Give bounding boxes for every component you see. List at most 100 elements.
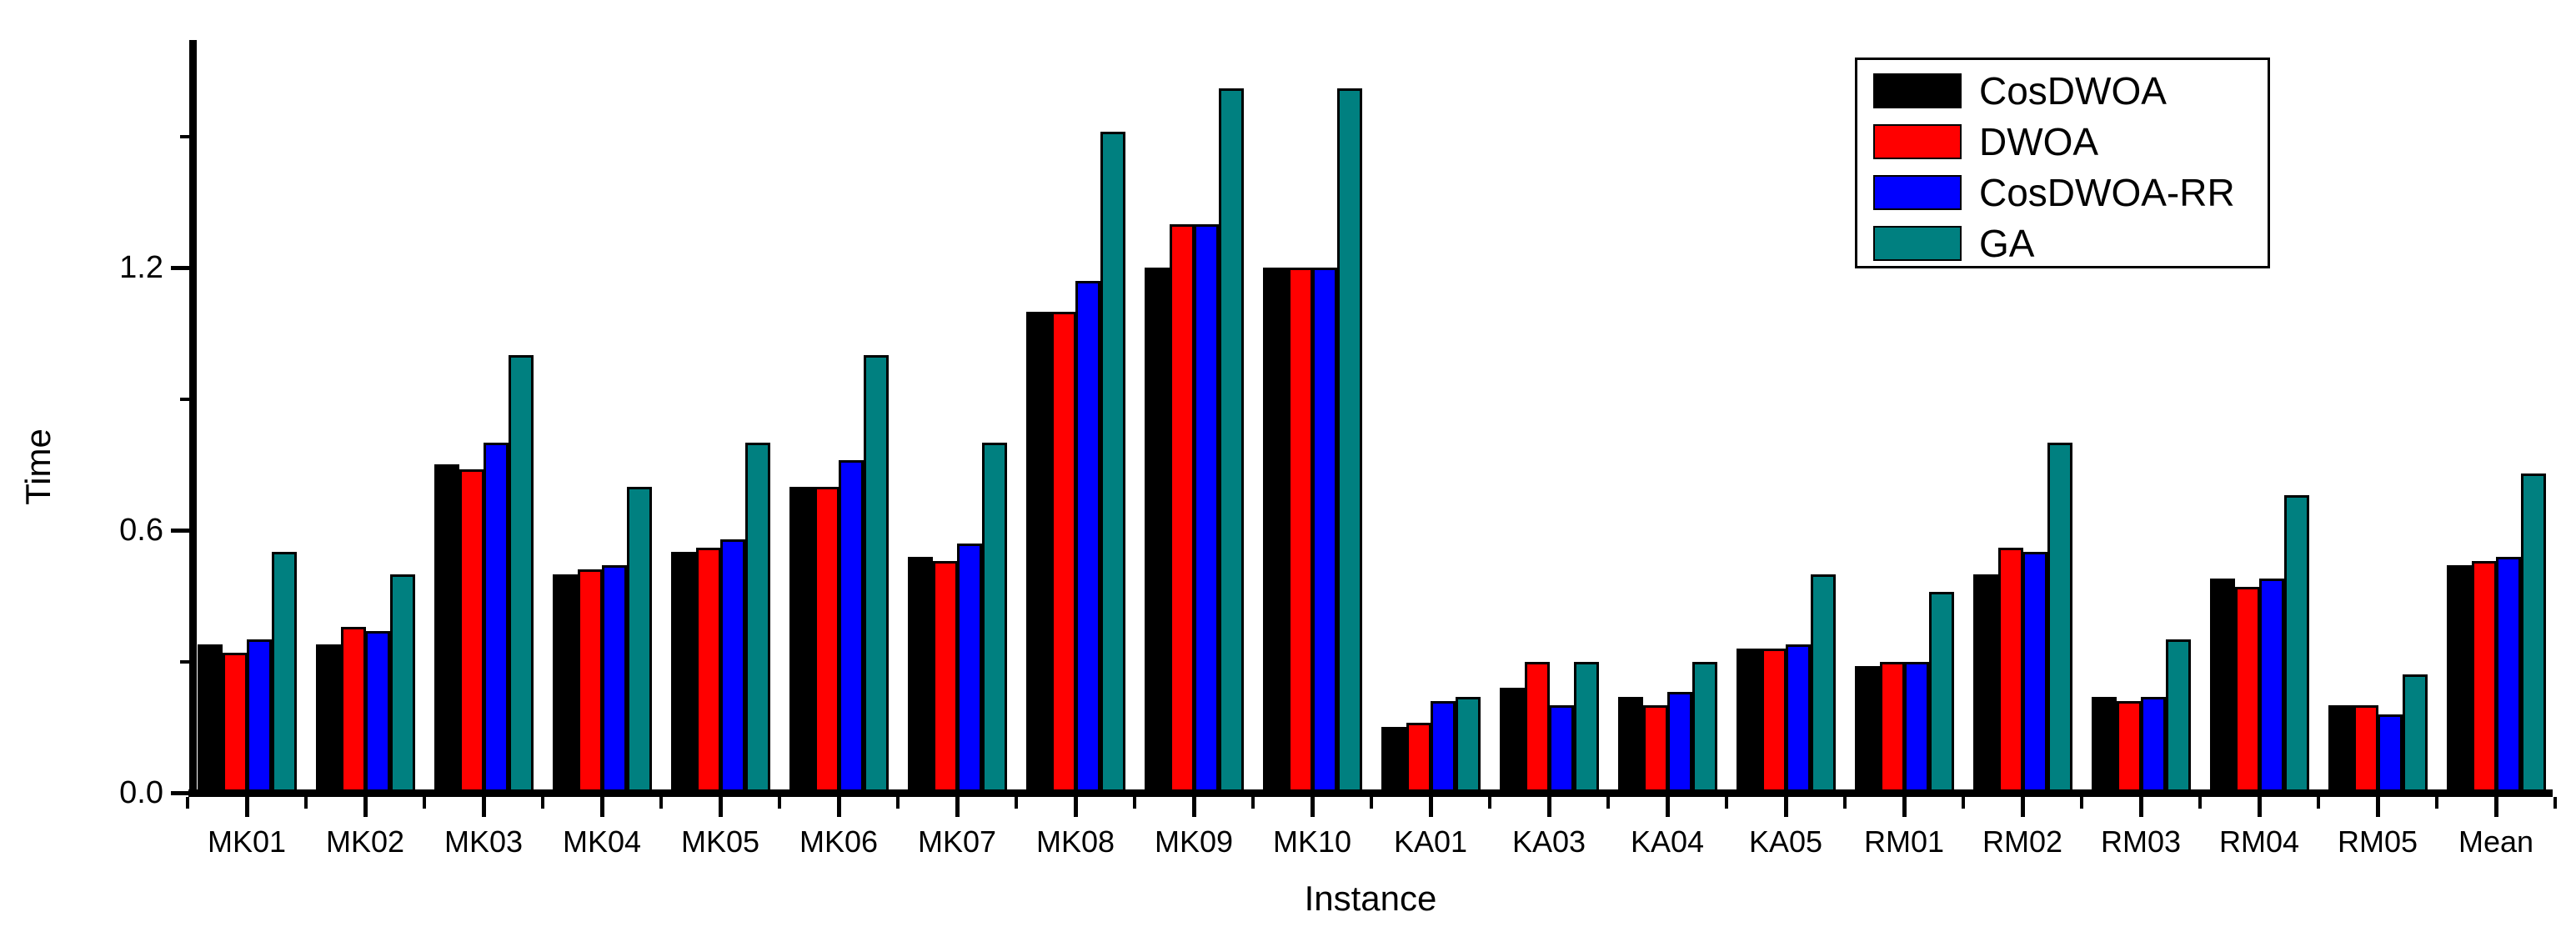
legend-item-CosDWOA-RR: CosDWOA-RR [1873,171,2235,214]
legend: CosDWOA DWOA CosDWOA-RR GA [1855,58,2270,268]
x-tick-label: MK10 [1272,824,1352,859]
bar-DWOA [1879,661,1905,792]
bar-CosDWOA-RR [1667,692,1692,792]
bar-GA [1336,88,1362,792]
y-tick-label: 1.2 [119,250,163,285]
x-minor-tick [778,797,781,809]
bar-GA [626,486,652,792]
x-tick-label: RM04 [2218,824,2300,859]
x-tick-label: KA04 [1630,824,1705,859]
x-tick-label: KA05 [1748,824,1823,859]
legend-label: DWOA [1979,120,2099,163]
bar-DWOA [1761,648,1787,792]
x-major-tick [2257,797,2262,817]
x-tick-label: MK09 [1154,824,1234,859]
bar-DWOA [932,560,958,792]
bar-GA [271,552,297,792]
bar-CosDWOA-RR [720,539,745,792]
bar-GA [981,443,1007,792]
y-major-tick [171,265,193,270]
bar-GA [1455,696,1481,792]
bar-DWOA [459,468,484,792]
x-tick-label: MK07 [917,824,997,859]
legend-item-CosDWOA: CosDWOA [1873,72,2167,110]
x-minor-tick [304,797,308,809]
bar-DWOA [1050,311,1076,792]
x-tick-label: MK08 [1035,824,1115,859]
x-major-tick [363,797,368,817]
y-minor-tick [180,134,193,138]
x-major-tick [481,797,486,817]
x-tick-label: KA01 [1393,824,1468,859]
bar-CosDWOA [1026,311,1051,792]
bar-GA [508,355,534,792]
bar-CosDWOA [2210,578,2235,792]
x-tick-label: MK03 [444,824,524,859]
x-tick-label: MK01 [207,824,287,859]
x-minor-tick [186,797,189,809]
x-major-tick [599,797,604,817]
x-tick-label: RM02 [1982,824,2063,859]
x-major-tick [2138,797,2143,817]
bar-CosDWOA-RR [247,639,272,792]
x-major-tick [1665,797,1670,817]
x-major-tick [1191,797,1196,817]
bar-CosDWOA-RR [2022,552,2047,792]
bar-DWOA [1642,705,1668,792]
x-axis-line [188,789,2553,797]
bar-CosDWOA [198,644,223,792]
bar-DWOA [1287,268,1313,792]
x-minor-tick [1488,797,1491,809]
bar-DWOA [695,548,721,792]
x-tick-label: MK04 [562,824,642,859]
y-minor-tick [180,659,193,664]
bar-GA [2165,639,2191,792]
bar-CosDWOA [2447,565,2472,792]
bar-CosDWOA [1500,688,1525,792]
y-axis-line [189,40,197,797]
x-minor-tick [1725,797,1728,809]
bar-CosDWOA-RR [957,543,982,792]
legend-swatch-icon [1873,73,1962,108]
legend-label: CosDWOA-RR [1979,171,2235,214]
bar-CosDWOA [553,574,578,792]
bar-CosDWOA [789,486,814,792]
bar-DWOA [577,569,603,792]
x-axis-title: Instance [1304,879,1437,918]
bar-GA [2520,473,2546,792]
legend-label: GA [1979,222,2035,265]
bar-GA [1573,661,1599,792]
bar-GA [2283,495,2309,792]
bar-GA [1691,661,1717,792]
bar-DWOA [2234,587,2260,792]
x-major-tick [244,797,249,817]
bar-CosDWOA-RR [484,443,509,792]
bar-CosDWOA-RR [2259,578,2284,792]
x-tick-label: RM05 [2337,824,2418,859]
x-minor-tick [896,797,900,809]
bar-DWOA [1169,223,1195,792]
bar-GA [1928,591,1954,792]
bar-DWOA [1524,661,1550,792]
x-major-tick [1902,797,1907,817]
legend-item-GA: GA [1873,222,2035,265]
x-major-tick [836,797,841,817]
bar-CosDWOA [1855,665,1880,792]
x-major-tick [2020,797,2025,817]
bar-CosDWOA [1618,696,1643,792]
bar-CosDWOA-RR [1549,705,1574,792]
x-major-tick [1783,797,1788,817]
y-major-tick [171,790,193,795]
bar-DWOA [2116,700,2142,792]
bar-GA [863,355,889,792]
legend-swatch-icon [1873,124,1962,159]
y-major-tick [171,528,193,533]
bar-GA [744,443,770,792]
x-major-tick [1546,797,1551,817]
x-tick-label: RM01 [1863,824,1945,859]
x-major-tick [718,797,723,817]
bar-CosDWOA [908,556,933,792]
bar-CosDWOA [1263,268,1288,792]
bar-CosDWOA [2092,696,2117,792]
